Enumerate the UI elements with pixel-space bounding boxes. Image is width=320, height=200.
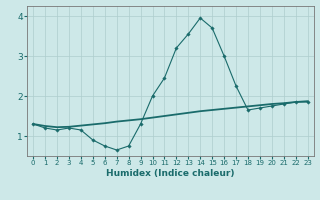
X-axis label: Humidex (Indice chaleur): Humidex (Indice chaleur) bbox=[106, 169, 235, 178]
